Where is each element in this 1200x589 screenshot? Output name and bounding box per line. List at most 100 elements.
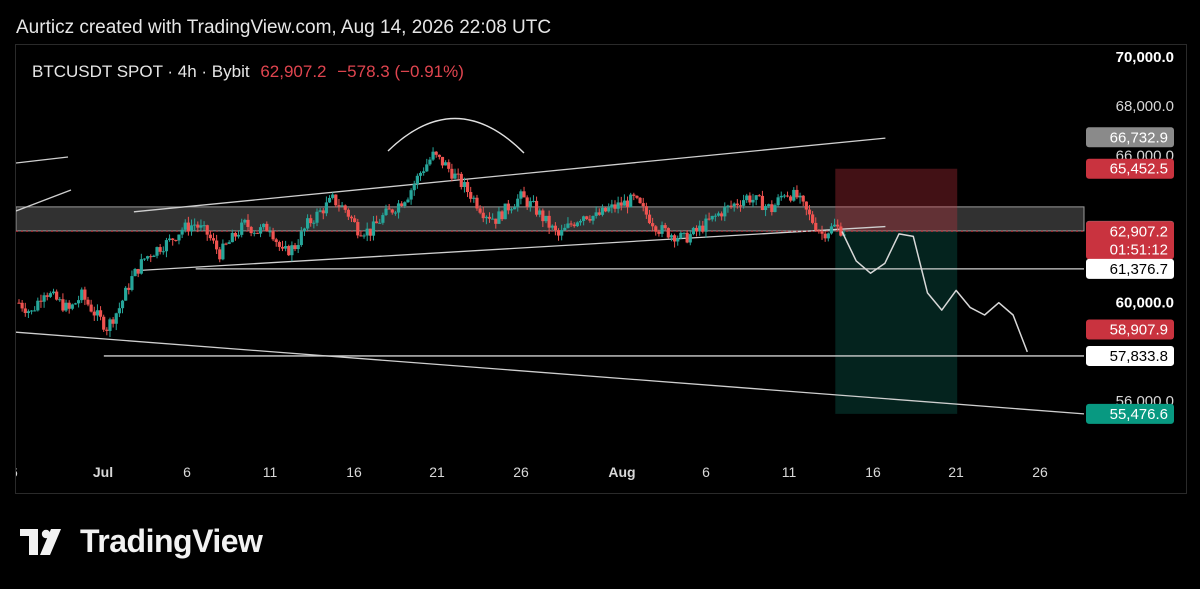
candle-body <box>694 227 699 232</box>
candle-body <box>240 222 244 235</box>
candle-body <box>331 194 335 198</box>
candle-body <box>456 173 460 175</box>
candle-body <box>629 194 633 208</box>
candle-body <box>305 218 310 229</box>
candle-body <box>80 289 84 301</box>
candle-body <box>174 240 178 242</box>
candle-body <box>481 212 485 219</box>
tradingview-brand: TradingView <box>20 523 263 560</box>
candle-body <box>227 242 231 244</box>
candle-body <box>299 231 303 246</box>
candle-body <box>208 234 212 239</box>
candle-body <box>676 238 680 242</box>
candle-body <box>293 245 297 250</box>
candle-body <box>262 223 266 228</box>
candle-body <box>133 269 137 277</box>
candle-body <box>720 213 724 217</box>
candle-body <box>569 223 573 225</box>
candle-body <box>550 225 554 228</box>
candle-body <box>318 210 322 212</box>
candle-body <box>729 205 733 207</box>
price-chart[interactable]: 26 Jul 6 11 16 21 26 Aug 6 11 16 21 26 70,000.0 68,00… <box>16 45 1186 493</box>
candle-body <box>503 203 507 220</box>
candle-body <box>603 207 608 212</box>
candle-body <box>17 302 21 304</box>
candle-body <box>127 287 131 290</box>
candle-body <box>95 310 100 316</box>
price-tag <box>1086 319 1174 340</box>
candle-body <box>224 243 228 245</box>
candle-body <box>785 195 790 197</box>
candle-body <box>516 198 520 208</box>
candle-body <box>795 189 799 198</box>
candle-body <box>610 204 614 208</box>
candle-body <box>748 195 752 203</box>
candle-body <box>478 208 482 213</box>
candle-body <box>161 251 165 253</box>
candle-body <box>475 197 479 209</box>
symbol-label: BTCUSDT SPOT · 4h · Bybit <box>32 62 250 81</box>
candle-body <box>327 197 332 203</box>
candle-body <box>271 231 275 240</box>
candle-body <box>679 232 683 239</box>
y-axis-label: 68,000.0 <box>1116 98 1174 115</box>
tradingview-logo-icon <box>20 528 61 555</box>
candle-body <box>362 235 366 237</box>
candle-body <box>387 208 391 210</box>
candle-body <box>51 291 56 294</box>
price-tag <box>1086 345 1174 366</box>
candle-body <box>622 200 627 206</box>
candle-body <box>836 224 840 227</box>
candle-body <box>98 310 103 317</box>
candle-body <box>578 220 583 223</box>
candle-body <box>704 218 708 232</box>
candle-body <box>782 195 786 197</box>
candle-body <box>638 197 642 204</box>
x-tick-label: 21 <box>429 464 445 480</box>
candle-body <box>726 205 730 208</box>
candle-body <box>594 212 598 216</box>
candle-body <box>509 209 514 211</box>
symbol-legend[interactable]: BTCUSDT SPOT · 4h · Bybit 62,907.2 −578.… <box>32 62 464 82</box>
candle-body <box>616 202 620 209</box>
candle-body <box>193 224 197 226</box>
candle-body <box>302 228 307 232</box>
candle-body <box>290 245 294 256</box>
candle-body <box>682 232 686 234</box>
chart-area[interactable]: 26 Jul 6 11 16 21 26 Aug 6 11 16 21 26 70,000.0 68,00… <box>15 44 1187 494</box>
candle-body <box>560 230 564 236</box>
upper-channel-line <box>133 137 886 213</box>
candle-body <box>130 276 134 290</box>
candle-body <box>356 222 360 236</box>
candle-body <box>434 151 438 155</box>
price-tag <box>1086 221 1174 260</box>
price-tag-label: 61,376.7 <box>1110 261 1168 278</box>
candle-body <box>751 199 755 203</box>
candle-body <box>804 201 808 210</box>
candle-body <box>792 189 796 201</box>
candle-body <box>591 215 595 221</box>
candle-body <box>105 329 109 331</box>
price-tag-label: 66,732.9 <box>1110 129 1168 146</box>
candle-body <box>647 214 652 224</box>
candle-body <box>801 195 805 202</box>
candle-body <box>444 162 448 166</box>
candle-body <box>167 238 172 241</box>
candle-body <box>236 234 241 237</box>
candle-body <box>199 225 203 228</box>
candle-body <box>196 224 200 228</box>
candle-body <box>186 222 190 232</box>
candle-body <box>384 208 388 216</box>
candle-body <box>651 223 655 227</box>
candle-body <box>33 310 37 312</box>
candle-body <box>205 225 209 235</box>
candle-body <box>39 300 43 302</box>
candle-body <box>296 245 300 250</box>
candle-body <box>349 216 354 219</box>
last-price: 62,907.2 <box>260 62 327 81</box>
candle-body <box>346 209 350 217</box>
candle-body <box>531 200 536 202</box>
candle-body <box>484 216 488 219</box>
x-tick-label: 16 <box>346 464 362 480</box>
candle-body <box>807 209 812 215</box>
